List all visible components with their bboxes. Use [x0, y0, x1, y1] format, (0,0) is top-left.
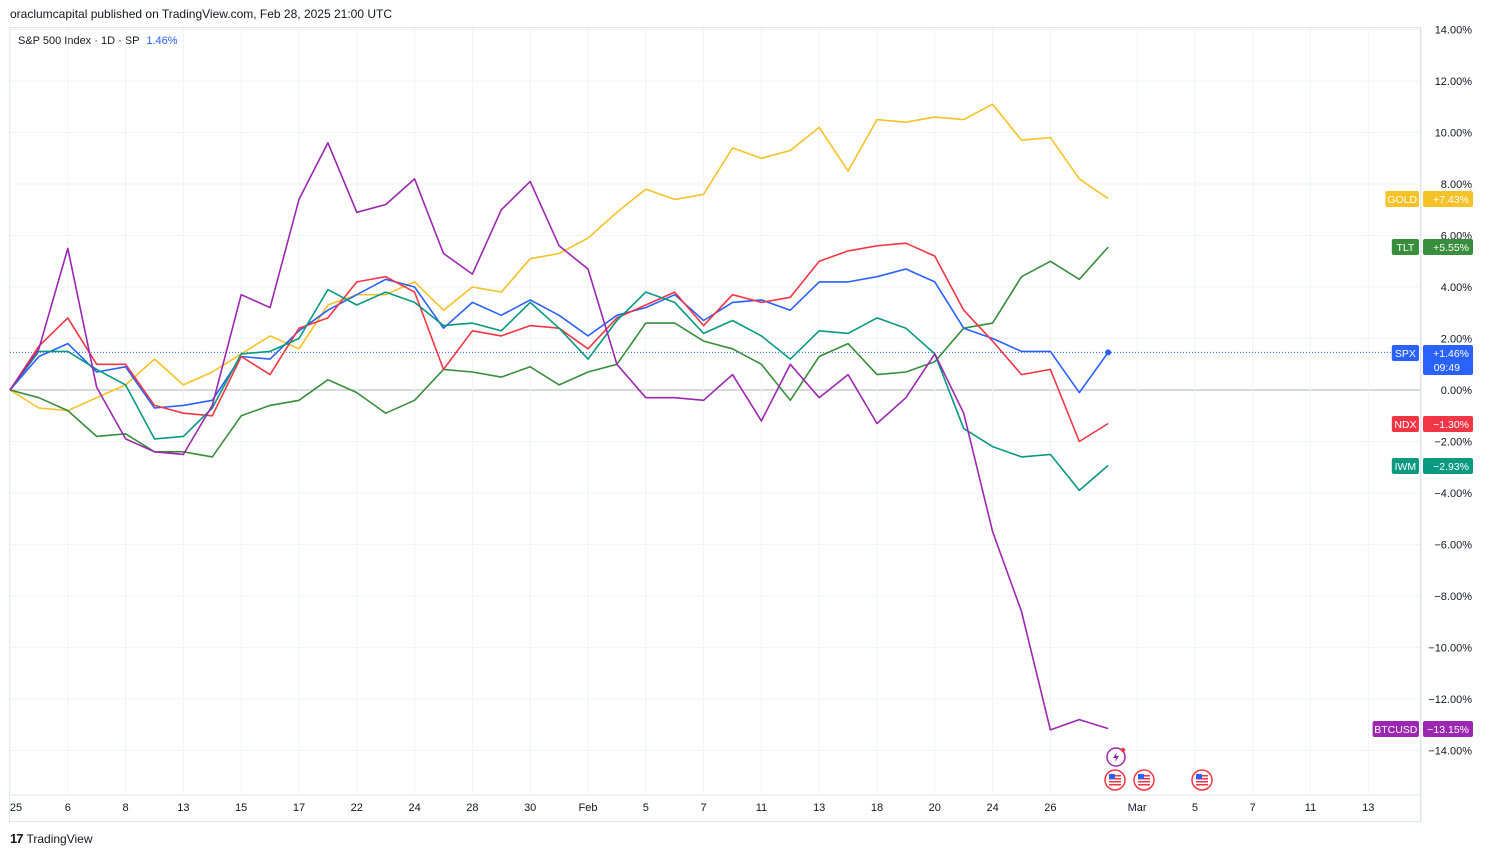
series-name-tag-ndx [1391, 416, 1419, 432]
x-tick-label: 7 [701, 802, 707, 814]
y-tick-label: 10.00% [1435, 128, 1473, 140]
x-tick-label: 25 [10, 802, 22, 814]
y-tick-label: −4.00% [1434, 488, 1472, 500]
y-tick-label: 4.00% [1441, 282, 1472, 294]
x-tick-label: 13 [813, 802, 825, 814]
us-flag-event-icon [1104, 769, 1126, 791]
y-tick-label: 12.00% [1435, 76, 1473, 88]
y-tick-label: −14.00% [1428, 746, 1472, 758]
x-tick-label: 24 [986, 802, 998, 814]
x-tick-label: Mar [1128, 802, 1147, 814]
x-tick-label: 8 [123, 802, 129, 814]
x-tick-label: 26 [1044, 802, 1056, 814]
series-line-spx [9, 268, 1109, 409]
x-tick-label: 7 [1250, 802, 1256, 814]
series-name-ndx: NDX [1394, 419, 1416, 431]
flag-stripe [1196, 781, 1208, 783]
legend-symbol: S&P 500 Index · 1D · SP [18, 35, 140, 47]
series-line-iwm [9, 288, 1109, 492]
series-line-tlt [9, 246, 1109, 458]
series-value-btcusd: −13.15% [1427, 724, 1469, 736]
series-name-tag-iwm [1391, 458, 1419, 474]
series-name-tlt: TLT [1396, 242, 1414, 254]
x-tick-label: 30 [524, 802, 536, 814]
tradingview-brand[interactable]: 17 TradingView [10, 831, 93, 846]
y-tick-label: 2.00% [1441, 334, 1472, 346]
series-name-btcusd: BTCUSD [1374, 724, 1418, 736]
series-value-spx: +1.46% [1433, 348, 1469, 360]
series-value-iwm: −2.93% [1433, 461, 1469, 473]
x-tick-label: 11 [1305, 802, 1316, 814]
series-value-tag-tlt [1423, 239, 1473, 255]
x-tick-label: 13 [177, 802, 189, 814]
x-tick-label: 5 [1192, 802, 1198, 814]
x-tick-label: 15 [235, 802, 247, 814]
series-value-tag-spx [1423, 345, 1473, 375]
flag-canton [1196, 774, 1202, 779]
flag-stripe [1109, 781, 1121, 783]
series-line-ndx [9, 242, 1109, 443]
flag-ring [1191, 769, 1213, 791]
x-tick-label: 28 [466, 802, 478, 814]
brand-label: TradingView [26, 831, 93, 846]
flag-canton [1109, 774, 1115, 779]
x-tick-label: 18 [871, 802, 883, 814]
flag-stripe [1138, 781, 1150, 783]
x-tick-label: 20 [929, 802, 941, 814]
x-tick-label: 5 [643, 802, 649, 814]
series-value-tag-iwm [1423, 458, 1473, 474]
series-name-spx: SPX [1395, 348, 1416, 360]
series-name-tag-spx [1391, 345, 1419, 361]
series-name-tag-gold [1385, 191, 1419, 207]
y-tick-label: −8.00% [1434, 591, 1472, 603]
series-value-gold: +7.43% [1433, 194, 1469, 206]
series-name-iwm: IWM [1395, 461, 1417, 473]
legend-change: 1.46% [146, 35, 178, 47]
y-tick-label: −12.00% [1428, 694, 1472, 706]
flash-event-icon [1106, 747, 1126, 767]
flag-stripe [1138, 784, 1150, 786]
flag-stripe [1109, 784, 1121, 786]
publisher-line: oraclumcapital published on TradingView.… [10, 7, 393, 21]
x-tick-label: 11 [756, 802, 767, 814]
x-tick-label: 22 [351, 802, 363, 814]
x-tick-label: 24 [408, 802, 420, 814]
spx-last-point [1105, 349, 1112, 356]
flash-bolt [1113, 752, 1119, 762]
y-tick-label: 0.00% [1441, 385, 1472, 397]
x-tick-label: 17 [293, 802, 305, 814]
us-flag-event-icon [1191, 769, 1213, 791]
flag-stripe [1196, 784, 1208, 786]
y-tick-label: −10.00% [1428, 643, 1472, 655]
flag-canton [1138, 774, 1144, 779]
series-name-tag-tlt [1391, 239, 1419, 255]
flash-dot [1120, 747, 1126, 753]
series-value-tag-btcusd [1423, 721, 1473, 737]
series-value-tag-ndx [1423, 416, 1473, 432]
chart-legend[interactable]: S&P 500 Index · 1D · SP 1.46% [18, 35, 178, 47]
us-flag-event-icon [1133, 769, 1155, 791]
y-tick-label: −6.00% [1434, 540, 1472, 552]
y-tick-label: 14.00% [1435, 25, 1473, 37]
flag-ring [1104, 769, 1126, 791]
spx-countdown: 09:49 [1434, 362, 1460, 374]
y-tick-label: 8.00% [1441, 179, 1472, 191]
tradingview-logo-icon: 17 [10, 831, 24, 846]
x-tick-label: 6 [65, 802, 71, 814]
series-line-gold [9, 103, 1109, 412]
y-tick-label: −2.00% [1434, 437, 1472, 449]
x-tick-label: 13 [1362, 802, 1374, 814]
series-name-gold: GOLD [1387, 194, 1417, 206]
series-value-tag-gold [1423, 191, 1473, 207]
flag-ring [1133, 769, 1155, 791]
series-value-tlt: +5.55% [1433, 242, 1469, 254]
x-tick-label: Feb [579, 802, 598, 814]
series-name-tag-btcusd [1372, 721, 1419, 737]
series-value-ndx: −1.30% [1433, 419, 1469, 431]
series-line-btcusd [9, 142, 1109, 731]
